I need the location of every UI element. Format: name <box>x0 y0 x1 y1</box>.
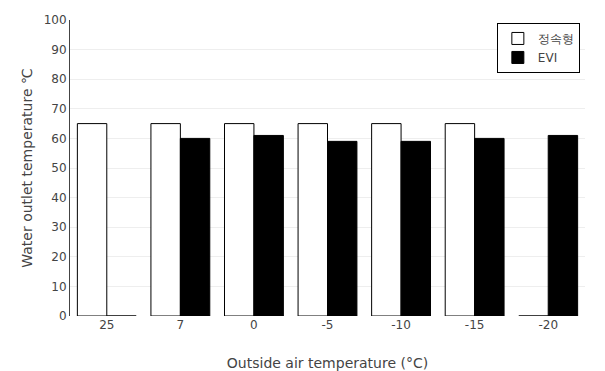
svg-text:25: 25 <box>99 318 114 332</box>
svg-text:60: 60 <box>51 132 66 146</box>
svg-text:20: 20 <box>51 250 66 264</box>
svg-text:0: 0 <box>59 309 67 323</box>
svg-text:-20: -20 <box>538 318 558 332</box>
svg-text:30: 30 <box>51 220 66 234</box>
svg-text:40: 40 <box>51 191 66 205</box>
svg-text:정속형: 정속형 <box>538 32 574 46</box>
svg-text:-15: -15 <box>465 318 485 332</box>
svg-text:Outside air temperature (°C): Outside air temperature (°C) <box>227 355 428 371</box>
svg-text:50: 50 <box>51 161 66 175</box>
svg-text:10: 10 <box>51 280 66 294</box>
svg-text:0: 0 <box>250 318 258 332</box>
svg-text:7: 7 <box>177 318 185 332</box>
svg-text:90: 90 <box>51 43 66 57</box>
svg-text:-10: -10 <box>391 318 411 332</box>
svg-text:-5: -5 <box>322 318 334 332</box>
svg-text:EVI: EVI <box>538 51 557 65</box>
svg-text:70: 70 <box>51 102 66 116</box>
svg-text:Water outlet temperature ℃: Water outlet temperature ℃ <box>19 68 35 267</box>
svg-text:100: 100 <box>44 13 67 27</box>
svg-text:80: 80 <box>51 72 66 86</box>
